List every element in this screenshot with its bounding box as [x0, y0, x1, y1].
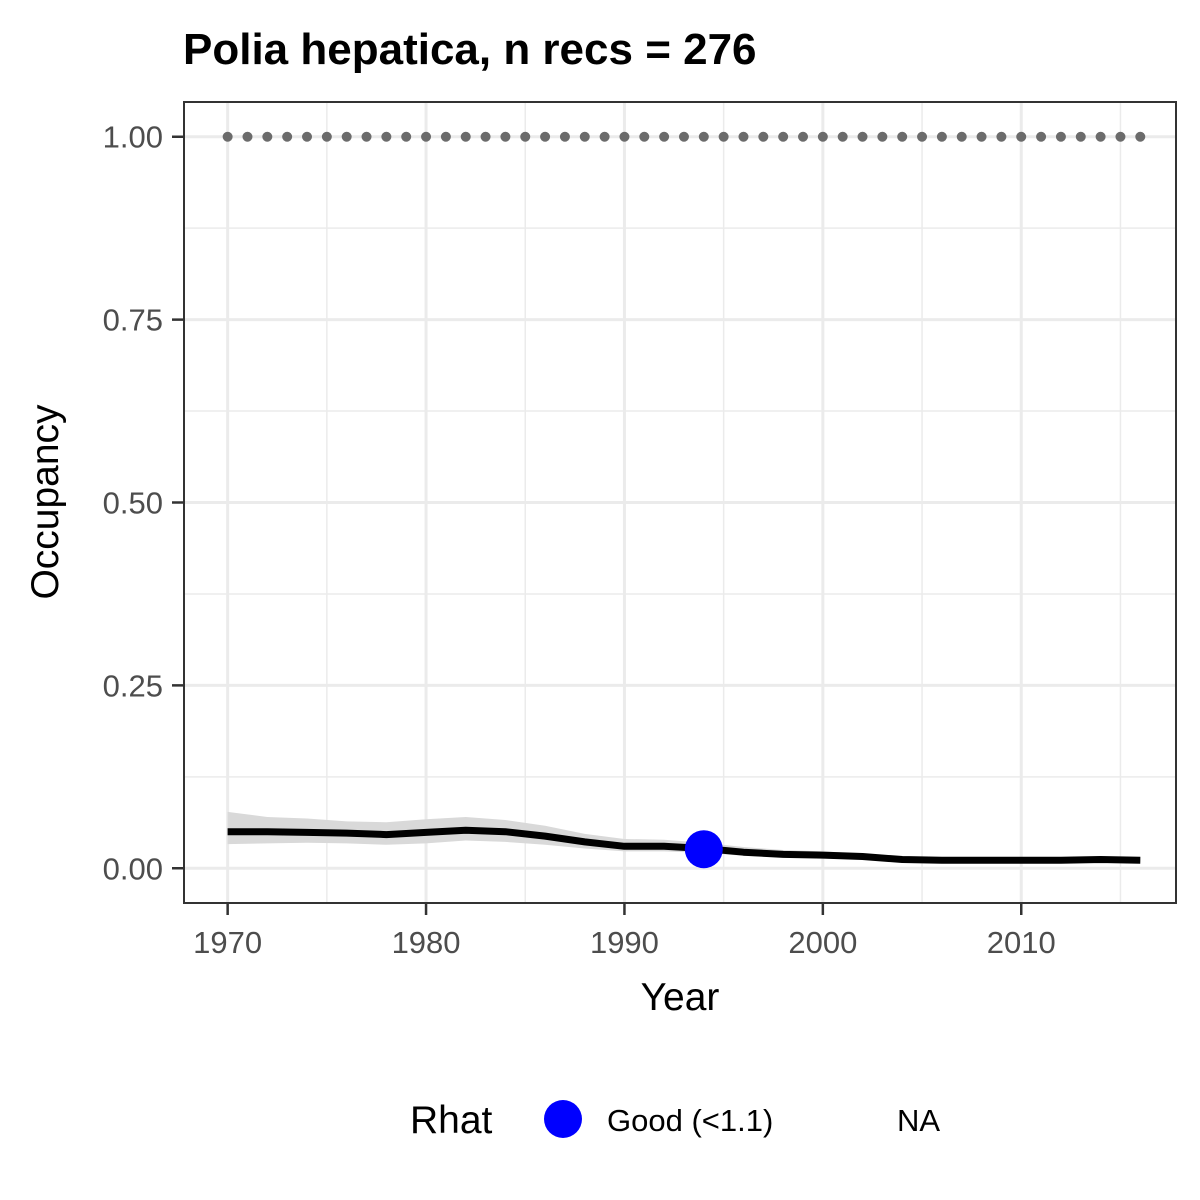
y-axis: 0.00 0.25 0.50 0.75 1.00	[103, 120, 184, 886]
legend-label-na: NA	[897, 1103, 940, 1138]
x-tick-label-3: 2000	[788, 925, 857, 960]
dotted-point-25	[718, 131, 729, 142]
confidence-ribbon	[227, 811, 1141, 863]
dotted-point-26	[738, 131, 749, 142]
dotted-point-21	[639, 131, 650, 142]
dotted-point-41	[1036, 131, 1047, 142]
dotted-point-46	[1135, 131, 1146, 142]
dotted-point-39	[996, 131, 1007, 142]
dotted-point-10	[421, 131, 432, 142]
x-axis-title: Year	[641, 976, 720, 1019]
dotted-point-4	[302, 131, 313, 142]
confidence-ribbon-layer	[227, 811, 1141, 863]
y-tick-label-2: 0.50	[103, 486, 163, 521]
dotted-point-36	[936, 131, 947, 142]
occupancy-trend-line	[227, 826, 1141, 864]
rhat-point-layer	[684, 830, 723, 869]
dotted-point-44	[1095, 131, 1106, 142]
dotted-point-28	[778, 131, 789, 142]
dotted-point-20	[619, 131, 630, 142]
dotted-point-40	[1016, 131, 1027, 142]
legend-title: Rhat	[410, 1099, 493, 1142]
chart-title: Polia hepatica, n recs = 276	[183, 25, 757, 74]
x-tick-label-2: 1990	[590, 925, 659, 960]
dotted-point-15	[520, 131, 531, 142]
dotted-point-14	[500, 131, 511, 142]
dotted-point-18	[579, 131, 590, 142]
dotted-point-9	[401, 131, 412, 142]
y-tick-label-1: 0.25	[103, 668, 163, 703]
dotted-point-37	[956, 131, 967, 142]
x-tick-label-0: 1970	[193, 925, 262, 960]
dotted-point-5	[321, 131, 332, 142]
dotted-point-29	[798, 131, 809, 142]
dotted-point-24	[698, 131, 709, 142]
dotted-point-2	[262, 131, 273, 142]
dotted-point-11	[440, 131, 451, 142]
dotted-point-43	[1075, 131, 1086, 142]
dotted-point-33	[877, 131, 888, 142]
dotted-point-34	[897, 131, 908, 142]
dotted-point-23	[678, 131, 689, 142]
dotted-point-45	[1115, 131, 1126, 142]
grid-major	[184, 102, 1176, 903]
dotted-point-1	[242, 131, 253, 142]
y-tick-label-0: 0.00	[103, 851, 163, 886]
x-tick-label-1: 1980	[392, 925, 461, 960]
dotted-point-12	[460, 131, 471, 142]
dotted-point-7	[361, 131, 372, 142]
legend-label-good: Good (<1.1)	[607, 1103, 773, 1138]
dotted-point-0	[222, 131, 233, 142]
rhat-point-0	[684, 830, 723, 869]
dotted-point-19	[599, 131, 610, 142]
dotted-point-27	[758, 131, 769, 142]
dotted-point-8	[381, 131, 392, 142]
legend: Rhat Good (<1.1) NA	[410, 1099, 940, 1142]
y-tick-label-4: 1.00	[103, 120, 163, 155]
dotted-point-3	[282, 131, 293, 142]
dotted-point-17	[559, 131, 570, 142]
dotted-point-22	[659, 131, 670, 142]
dotted-point-6	[341, 131, 352, 142]
dotted-point-32	[857, 131, 868, 142]
dotted-point-42	[1055, 131, 1066, 142]
dotted-line-layer	[222, 131, 1146, 142]
dotted-point-31	[837, 131, 848, 142]
dotted-point-30	[817, 131, 828, 142]
dotted-point-16	[540, 131, 551, 142]
dotted-point-35	[917, 131, 928, 142]
x-axis: 1970 1980 1990 2000 2010	[193, 903, 1056, 960]
dotted-point-38	[976, 131, 987, 142]
x-tick-label-4: 2010	[987, 925, 1056, 960]
dotted-point-13	[480, 131, 491, 142]
trend-line-layer	[227, 826, 1141, 864]
y-tick-label-3: 0.75	[103, 303, 163, 338]
y-axis-title: Occupancy	[24, 404, 67, 600]
legend-key-good	[544, 1100, 582, 1138]
